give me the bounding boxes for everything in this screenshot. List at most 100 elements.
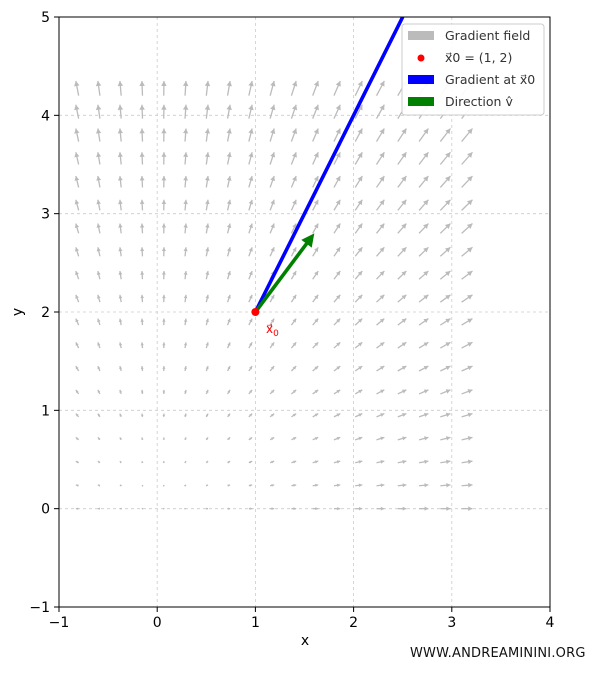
field-arrow: [96, 152, 102, 165]
field-arrow: [290, 294, 297, 303]
field-arrow-head: [291, 104, 298, 111]
field-arrow: [418, 412, 429, 418]
field-arrow-head: [119, 366, 123, 370]
field-arrow: [376, 318, 385, 326]
y-tick-label: 5: [41, 10, 50, 26]
field-arrow: [269, 294, 275, 303]
field-arrow-head: [336, 483, 341, 487]
field-arrow: [375, 175, 385, 188]
field-arrow-head: [96, 294, 101, 299]
field-arrow: [291, 507, 297, 511]
field-arrow-head: [337, 506, 341, 511]
field-arrow-head: [357, 318, 363, 323]
field-arrow: [141, 413, 144, 417]
field-arrow-head: [270, 199, 275, 205]
field-arrow: [312, 199, 319, 211]
field-arrow-dot: [162, 484, 165, 487]
field-arrow: [140, 342, 144, 349]
field-arrow-head: [402, 483, 407, 488]
field-arrow-head: [445, 247, 451, 253]
field-arrow-head: [357, 80, 363, 87]
field-arrow-head: [401, 128, 407, 135]
field-arrow-head: [75, 318, 79, 323]
field-arrow-head: [401, 247, 407, 253]
field-arrow: [204, 175, 210, 188]
field-arrow: [375, 128, 385, 142]
field-arrow: [291, 483, 297, 487]
field-arrow-head: [139, 223, 145, 228]
field-arrow-head: [226, 199, 232, 205]
field-arrow: [205, 294, 210, 303]
field-arrow: [74, 199, 80, 211]
field-arrow-head: [292, 199, 297, 205]
field-arrow-head: [140, 294, 145, 299]
field-arrow-head: [97, 342, 101, 346]
field-arrow-head: [248, 104, 254, 111]
field-arrow-head: [357, 223, 363, 229]
field-arrow-head: [292, 80, 298, 87]
field-arrow: [97, 507, 100, 510]
field-arrow-head: [292, 176, 297, 182]
field-arrow-head: [205, 342, 209, 346]
field-arrow: [355, 436, 363, 441]
field-arrow: [205, 413, 209, 418]
field-arrow-head: [423, 247, 429, 253]
field-arrow: [354, 318, 363, 326]
field-arrow: [141, 507, 144, 510]
field-arrow-head: [74, 223, 80, 229]
field-arrow: [312, 151, 319, 165]
field-arrow-head: [226, 128, 232, 134]
field-arrow-head: [271, 460, 275, 464]
field-arrow: [290, 152, 297, 165]
field-arrow-head: [249, 366, 253, 370]
field-arrow: [333, 436, 341, 441]
field-arrow: [269, 128, 276, 142]
field-arrow: [376, 436, 385, 441]
field-arrow-head: [140, 342, 144, 346]
field-arrow: [205, 484, 209, 487]
field-arrow-head: [401, 342, 407, 347]
y-tick-label: 0: [41, 502, 50, 518]
legend-swatch-direction: [408, 97, 434, 106]
field-arrow: [96, 128, 102, 142]
field-arrow-head: [314, 460, 319, 464]
field-arrow: [75, 436, 80, 441]
field-arrow: [290, 246, 297, 257]
field-arrow-head: [118, 247, 123, 252]
field-arrow: [205, 389, 209, 395]
field-arrow-head: [96, 176, 102, 181]
field-arrow-head: [183, 223, 188, 228]
field-arrow: [333, 365, 341, 372]
field-arrow: [205, 318, 209, 326]
field-arrow: [461, 199, 473, 211]
field-arrow-head: [423, 128, 429, 135]
field-arrow: [118, 342, 123, 349]
field-arrow: [354, 80, 363, 96]
field-arrow-head: [118, 342, 123, 346]
field-arrow: [461, 412, 473, 418]
field-arrow: [440, 506, 451, 511]
field-arrow: [74, 152, 80, 165]
field-arrow-head: [379, 199, 385, 206]
field-arrow-head: [379, 128, 385, 135]
field-arrow: [354, 104, 363, 119]
field-arrow: [140, 294, 145, 303]
field-arrow-head: [227, 366, 231, 370]
field-arrow-head: [248, 247, 253, 252]
field-arrow: [397, 506, 407, 511]
field-arrow-head: [97, 366, 101, 370]
field-arrow: [333, 199, 341, 211]
field-arrow: [312, 318, 319, 326]
field-arrow: [184, 507, 186, 510]
field-arrow-head: [313, 104, 319, 111]
field-arrow-head: [314, 342, 319, 347]
field-arrow-head: [161, 80, 167, 87]
field-arrow: [354, 270, 363, 280]
field-arrow: [119, 413, 122, 418]
field-arrow-head: [117, 104, 124, 110]
field-arrow: [205, 342, 209, 349]
gradient-vector: [253, 17, 405, 313]
field-arrow: [140, 366, 144, 372]
field-arrow-head: [270, 80, 276, 87]
field-arrow: [248, 389, 253, 395]
